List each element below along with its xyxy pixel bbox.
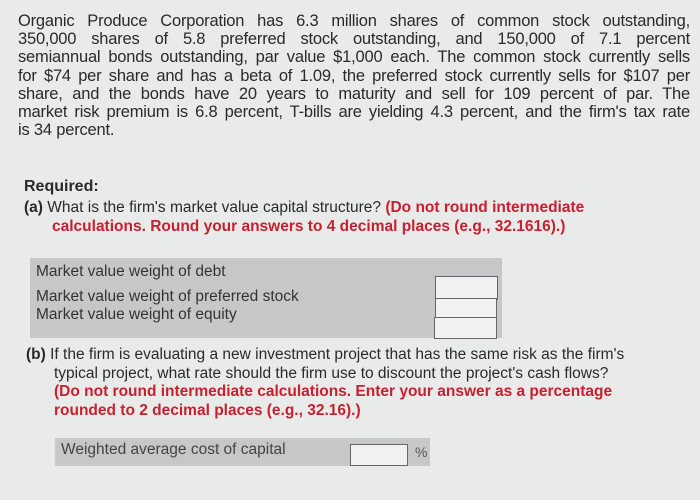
part-b-instruction-2: rounded to 2 decimal places (e.g., 32.16… bbox=[54, 401, 361, 419]
part-b-line-2: typical project, what rate should the fi… bbox=[54, 364, 609, 382]
percent-unit: % bbox=[415, 444, 428, 460]
part-a-text: What is the firm's market value capital … bbox=[47, 199, 382, 216]
part-b-question: (b) If the firm is evaluating a new inve… bbox=[26, 346, 666, 420]
part-a-instruction-1: (Do not round intermediate bbox=[385, 199, 585, 216]
part-b-letter: (b) bbox=[26, 346, 46, 363]
problem-line: is 34 percent. bbox=[18, 121, 115, 140]
problem-line: for $74 per share and has a beta of 1.09… bbox=[18, 66, 690, 85]
wacc-row: Weighted average cost of capital % bbox=[55, 438, 430, 466]
part-b-instruction-1: (Do not round intermediate calculations.… bbox=[54, 383, 613, 400]
equity-weight-input[interactable] bbox=[434, 317, 497, 339]
debt-weight-input[interactable] bbox=[435, 276, 498, 300]
wacc-label: Weighted average cost of capital bbox=[61, 441, 286, 458]
problem-line: share, and the bonds have 20 years to ma… bbox=[18, 84, 690, 103]
problem-line: Organic Produce Corporation has 6.3 mill… bbox=[18, 12, 690, 30]
part-a-question: (a) What is the firm's market value capi… bbox=[24, 198, 674, 236]
problem-line: semiannual bonds outstanding, par value … bbox=[18, 48, 690, 67]
part-b-line-1: If the firm is evaluating a new investme… bbox=[50, 346, 625, 363]
problem-line: 350,000 shares of 5.8 preferred stock ou… bbox=[18, 30, 690, 49]
wacc-input[interactable] bbox=[350, 444, 408, 466]
preferred-weight-label: Market value weight of preferred stock bbox=[36, 288, 299, 305]
problem-line: market risk premium is 6.8 percent, T-bi… bbox=[18, 103, 690, 122]
part-a-instruction-2: calculations. Round your answers to 4 de… bbox=[52, 218, 566, 235]
problem-statement: Organic Produce Corporation has 6.3 mill… bbox=[18, 12, 690, 139]
part-a-letter: (a) bbox=[24, 199, 43, 216]
capital-structure-table: Market value weight of debt Market value… bbox=[30, 258, 502, 339]
equity-weight-label: Market value weight of equity bbox=[36, 306, 237, 323]
required-heading: Required: bbox=[24, 178, 99, 195]
debt-weight-label: Market value weight of debt bbox=[36, 263, 226, 280]
